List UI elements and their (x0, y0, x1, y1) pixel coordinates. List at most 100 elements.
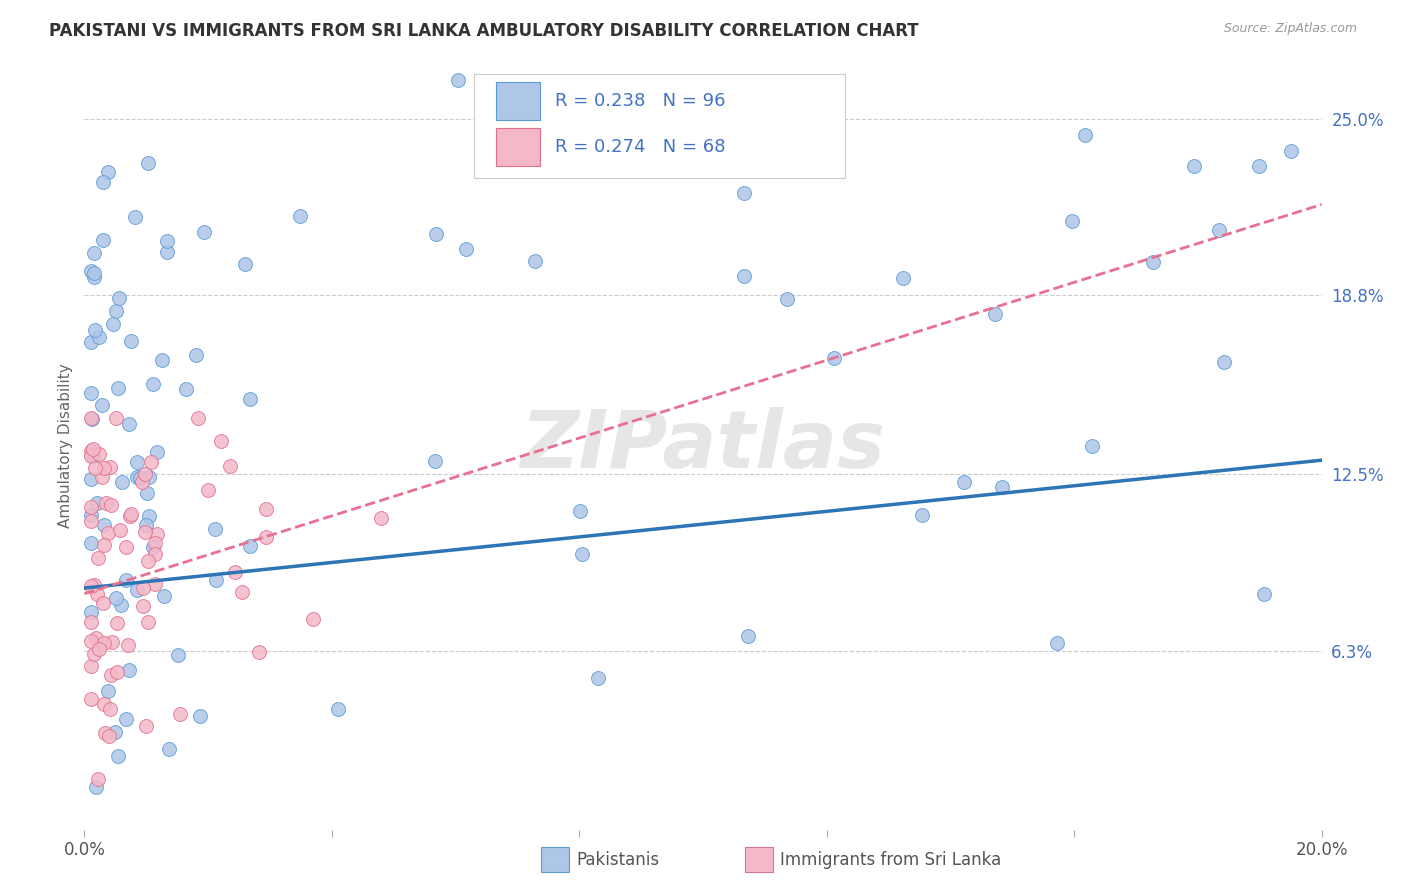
Point (983, 307, 1005, 321)
Text: R = 0.274   N = 68: R = 0.274 N = 68 (554, 138, 725, 156)
Point (105, 410, 128, 425)
Point (135, 719, 157, 733)
Point (231, 584, 253, 599)
Point (141, 454, 163, 468)
Point (254, 501, 277, 516)
Point (107, 291, 129, 305)
Point (737, 629, 759, 643)
Point (136, 615, 159, 630)
Point (131, 581, 153, 595)
Point (302, 612, 325, 626)
FancyBboxPatch shape (496, 81, 540, 120)
Point (143, 547, 166, 561)
FancyBboxPatch shape (474, 74, 845, 178)
Point (79, 514, 101, 528)
Point (96, 495, 118, 509)
Point (219, 459, 242, 474)
Point (104, 591, 127, 605)
Point (118, 509, 141, 524)
Point (82, 449, 104, 463)
Point (135, 486, 157, 500)
Point (1208, 223, 1230, 237)
Point (146, 444, 169, 458)
Point (571, 548, 593, 562)
Point (120, 334, 142, 348)
Point (953, 475, 976, 489)
Point (1073, 128, 1095, 143)
Point (84, 780, 107, 794)
Point (138, 508, 160, 523)
Point (79, 450, 101, 464)
Point (79, 386, 101, 401)
Point (204, 522, 226, 536)
Point (456, 242, 478, 256)
Point (89, 447, 111, 461)
Point (105, 615, 128, 630)
Point (82, 412, 104, 426)
Point (197, 483, 219, 497)
Text: ZIPatlas: ZIPatlas (520, 407, 886, 485)
Point (118, 417, 141, 431)
Point (131, 475, 153, 489)
Point (111, 475, 134, 490)
Point (138, 469, 160, 483)
Point (209, 434, 232, 448)
Point (891, 270, 914, 285)
Point (83, 245, 105, 260)
Point (733, 268, 755, 283)
Point (446, 73, 468, 87)
Point (134, 525, 156, 540)
Y-axis label: Ambulatory Disability: Ambulatory Disability (58, 364, 73, 528)
Point (79, 579, 101, 593)
Point (79, 615, 101, 629)
Point (131, 599, 153, 613)
Point (79, 605, 101, 619)
Point (146, 527, 169, 541)
Point (97, 525, 120, 540)
Point (83, 323, 105, 337)
Point (524, 254, 547, 268)
Point (1046, 636, 1069, 650)
Point (86, 496, 108, 510)
Point (153, 589, 176, 603)
Point (98, 701, 121, 715)
Point (87, 772, 110, 787)
Point (101, 635, 124, 649)
Point (136, 554, 159, 568)
Point (97, 683, 120, 698)
Point (193, 225, 215, 239)
Point (89, 642, 111, 657)
Point (425, 453, 447, 467)
Point (83, 266, 105, 280)
Text: PAKISTANI VS IMMIGRANTS FROM SRI LANKA AMBULATORY DISABILITY CORRELATION CHART: PAKISTANI VS IMMIGRANTS FROM SRI LANKA A… (49, 22, 920, 40)
Point (101, 318, 124, 332)
Point (586, 671, 609, 685)
Point (110, 599, 132, 613)
Point (823, 351, 845, 365)
Point (254, 530, 277, 544)
Point (100, 499, 122, 513)
Point (98, 459, 121, 474)
Point (224, 565, 246, 579)
Point (1182, 159, 1205, 173)
Point (83, 647, 105, 661)
Point (174, 382, 197, 396)
Point (79, 508, 101, 522)
Point (135, 517, 157, 532)
Point (136, 156, 159, 170)
Text: Pakistanis: Pakistanis (576, 851, 659, 869)
Point (911, 508, 934, 522)
Point (155, 235, 177, 249)
Point (1249, 159, 1271, 173)
Point (91, 233, 114, 247)
Point (425, 227, 447, 241)
Point (79, 658, 101, 673)
Point (86, 587, 108, 601)
Point (79, 634, 101, 648)
Point (118, 663, 141, 677)
Point (97, 165, 120, 179)
Point (105, 665, 128, 680)
Point (84, 632, 107, 646)
Point (93, 697, 115, 711)
Point (157, 741, 180, 756)
